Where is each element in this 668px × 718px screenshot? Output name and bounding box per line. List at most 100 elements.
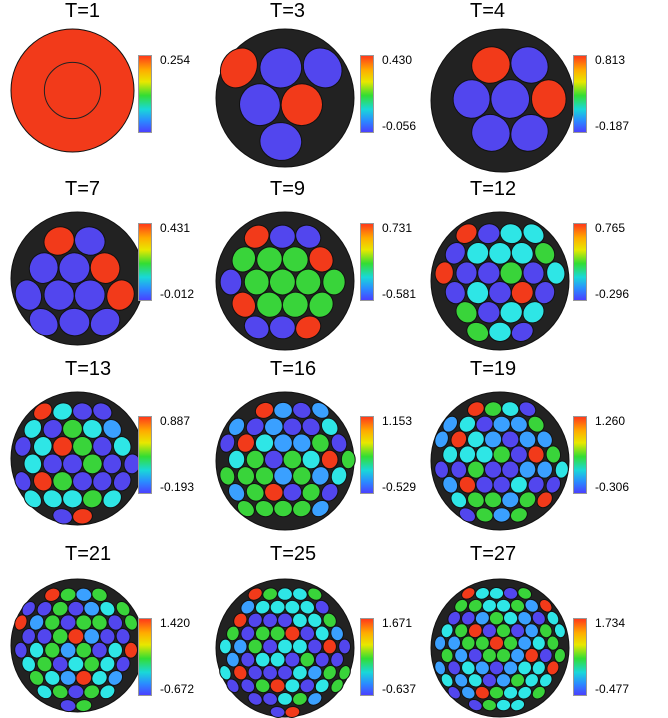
colorbar-min-label: -0.193 <box>160 480 195 494</box>
capsid-render <box>430 28 575 173</box>
capsomer <box>28 669 45 686</box>
capsomer <box>273 499 293 518</box>
capsomer <box>14 614 28 631</box>
colorbar-min-label: -0.306 <box>595 480 630 494</box>
capsid-render <box>430 578 570 718</box>
capsomer <box>51 655 69 673</box>
capsomer <box>503 660 519 676</box>
capsomer <box>301 482 321 502</box>
capsomer <box>466 321 490 342</box>
capsomer <box>259 47 303 89</box>
capsomer <box>292 665 308 681</box>
capsomer <box>467 430 485 449</box>
capsomer <box>33 402 53 421</box>
capsomer <box>338 638 352 655</box>
capsomer <box>58 252 91 284</box>
capsomer <box>226 625 240 642</box>
capsomer <box>454 598 469 613</box>
capsid-sphere <box>10 28 135 153</box>
capsomer <box>231 291 257 318</box>
capsomer <box>471 113 511 152</box>
colorbar <box>573 618 587 696</box>
colorbar-max-label: 0.430 <box>382 53 413 67</box>
capsomer <box>295 224 322 249</box>
capsomer <box>314 625 330 642</box>
capsomer <box>501 401 520 417</box>
capsomer <box>99 600 116 617</box>
capsomer <box>340 449 356 470</box>
capsomer <box>262 612 278 628</box>
panel-title: T=4 <box>470 0 506 22</box>
capsid-render <box>10 391 145 526</box>
capsomer <box>83 684 101 700</box>
capsomer <box>501 460 520 479</box>
capsomer <box>292 401 312 419</box>
capsomer <box>536 460 553 479</box>
capsomer <box>510 698 526 712</box>
capsomer <box>522 301 545 324</box>
capsid-render <box>215 391 356 531</box>
capsomer <box>509 507 528 523</box>
capsomer <box>91 641 108 659</box>
capsomer <box>254 678 271 694</box>
capsomer <box>474 635 490 651</box>
capsomer <box>28 252 59 284</box>
capsomer <box>307 638 323 655</box>
capsomer <box>14 279 43 311</box>
capsomer <box>14 436 32 457</box>
capsomer <box>495 698 512 712</box>
capsomer <box>51 684 69 700</box>
capsomer <box>43 279 75 311</box>
capsomer <box>36 628 53 645</box>
capsomer <box>23 489 42 509</box>
capsomer <box>112 436 132 457</box>
capsomer <box>517 685 533 700</box>
capsomer <box>240 625 256 642</box>
colorbar-max-label: 0.765 <box>595 221 626 235</box>
capsomer <box>107 641 124 659</box>
capsomer <box>247 638 263 655</box>
capsomer <box>481 673 497 688</box>
panel-title: T=13 <box>65 358 112 380</box>
capsomer <box>254 466 275 486</box>
capsomer <box>517 635 533 651</box>
capsomer <box>277 692 293 706</box>
capsomer <box>442 445 459 464</box>
capsomer <box>509 445 528 464</box>
colorbar <box>360 618 374 696</box>
capsomer <box>524 647 539 664</box>
capsomer <box>510 598 526 613</box>
capsomer <box>91 614 108 631</box>
capsomer <box>461 635 476 651</box>
capsomer <box>307 612 323 628</box>
colorbar <box>360 55 374 133</box>
capsomer <box>247 587 263 601</box>
capsomer <box>226 651 240 668</box>
colorbar-min-label: -0.637 <box>382 682 417 696</box>
capsomer <box>92 402 113 421</box>
capsomer <box>440 647 454 664</box>
capsomer <box>259 122 303 161</box>
capsomer <box>99 684 116 700</box>
capsomer <box>467 401 485 417</box>
capsomer <box>58 307 91 337</box>
capsomer <box>72 402 93 421</box>
capsomer <box>240 651 256 668</box>
capsomer <box>247 692 263 706</box>
capsomer <box>307 664 323 681</box>
panel-title: T=1 <box>65 0 101 22</box>
colorbar <box>138 618 152 696</box>
capsomer <box>123 641 139 659</box>
capsomer <box>247 664 263 681</box>
capsomer <box>461 685 476 700</box>
capsid-render <box>215 211 355 351</box>
capsomer <box>67 684 85 700</box>
capsomer <box>454 647 469 664</box>
colorbar-min-label: -0.187 <box>595 119 630 133</box>
colorbar-min-label: -0.296 <box>595 287 630 301</box>
capsomer <box>67 600 85 617</box>
capsomer <box>239 83 281 127</box>
capsomer <box>74 279 106 311</box>
capsomer <box>75 699 93 713</box>
capsomer <box>314 599 330 615</box>
